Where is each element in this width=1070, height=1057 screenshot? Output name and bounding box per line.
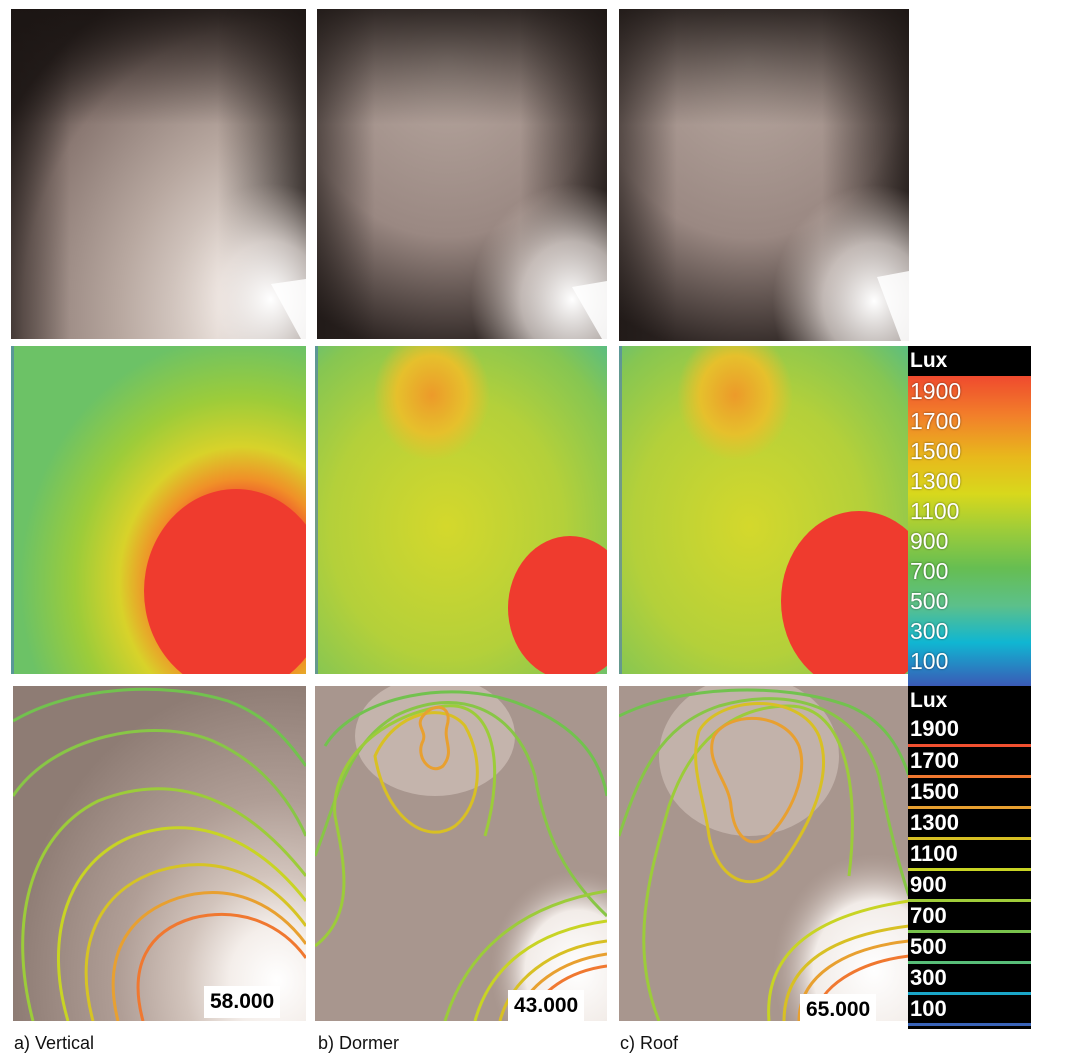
contour-scale-label: 1100 xyxy=(910,841,958,866)
contour-scale-line xyxy=(908,806,1031,809)
contour-scale-legend: Lux 1900 1700 1500 1300 1100 900 700 500… xyxy=(908,686,1031,1029)
contour-scale-line xyxy=(908,837,1031,840)
isolux-contour-vertical xyxy=(13,686,306,1021)
caption-vertical: a) Vertical xyxy=(14,1033,95,1053)
contour-scale-label: 300 xyxy=(910,965,947,990)
contour-scale-line xyxy=(908,899,1031,902)
color-scale-legend: Lux 1900 1700 1500 1300 1100 900 700 500… xyxy=(908,346,1031,686)
color-scale-gradient xyxy=(908,376,1031,686)
photo-rendering-vertical xyxy=(11,9,306,339)
color-scale-label: 1900 xyxy=(910,378,962,404)
contour-scale-label: 900 xyxy=(910,872,947,897)
photo-rendering-roof xyxy=(619,9,909,341)
contour-scale-line xyxy=(908,961,1031,964)
color-scale-label: 300 xyxy=(910,618,949,644)
contour-scale-line xyxy=(908,775,1031,778)
color-scale-label: 900 xyxy=(910,528,949,554)
value-badge-vertical: 58.000 xyxy=(204,986,281,1018)
contour-scale-label: 1300 xyxy=(910,810,959,835)
color-scale-label: 1700 xyxy=(910,408,962,434)
isolux-contour-dormer xyxy=(315,686,607,1021)
value-badge-dormer: 43.000 xyxy=(508,990,585,1022)
contour-scale-label: 700 xyxy=(910,903,947,928)
false-color-map-roof xyxy=(619,346,909,674)
contour-scale-line xyxy=(908,744,1031,747)
false-color-map-dormer xyxy=(315,346,607,674)
false-color-map-vertical xyxy=(11,346,306,674)
contour-scale-line xyxy=(908,868,1031,871)
color-scale-label: 1100 xyxy=(910,498,960,524)
color-scale-label: 700 xyxy=(910,558,949,584)
contour-scale-title: Lux xyxy=(910,689,948,712)
isolux-contour-roof xyxy=(619,686,909,1021)
color-scale-label: 1300 xyxy=(910,468,962,494)
caption-roof: c) Roof xyxy=(620,1033,679,1053)
caption-dormer: b) Dormer xyxy=(318,1033,400,1053)
contour-scale-label: 500 xyxy=(910,934,947,959)
color-scale-title: Lux xyxy=(910,349,948,372)
contour-scale-line xyxy=(908,1023,1031,1026)
contour-scale-label: 1700 xyxy=(910,748,959,773)
color-scale-label: 100 xyxy=(910,648,949,674)
contour-scale-label: 1900 xyxy=(910,716,959,741)
color-scale-label: 500 xyxy=(910,588,949,614)
contour-scale-label: 100 xyxy=(910,996,947,1021)
contour-scale-line xyxy=(908,930,1031,933)
contour-scale-label: 1500 xyxy=(910,779,959,804)
value-badge-roof: 65.000 xyxy=(800,994,877,1026)
color-scale-label: 1500 xyxy=(910,438,962,464)
photo-rendering-dormer xyxy=(317,9,607,339)
contour-scale-line xyxy=(908,992,1031,995)
